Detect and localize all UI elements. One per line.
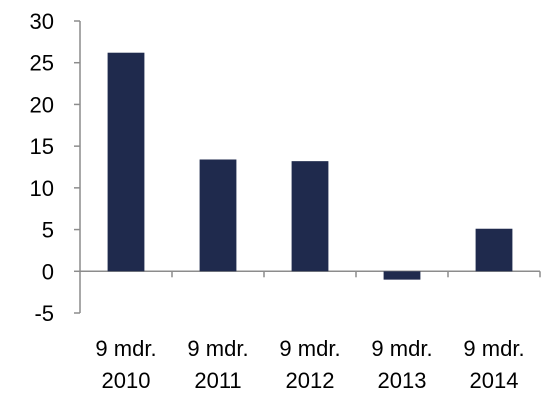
- y-tick-label: 5: [42, 218, 54, 243]
- bar: [107, 52, 145, 272]
- x-category-label-line: 9 mdr.: [187, 336, 248, 361]
- x-category-label: 9 mdr. 2013: [371, 336, 432, 393]
- category-labels: 9 mdr. 2010 9 mdr. 2011 9 mdr. 2012 9 mdr. 2013…: [95, 336, 524, 393]
- bar: [291, 161, 329, 272]
- y-tick-label: -5: [34, 301, 54, 326]
- x-category-label-line: 2012: [286, 368, 335, 393]
- y-axis: -5 0 5 10 15 20 25 30: [30, 9, 81, 326]
- x-category-label-line: 2010: [102, 368, 151, 393]
- y-tick-label: 25: [30, 51, 54, 76]
- x-category-label-line: 9 mdr.: [279, 336, 340, 361]
- x-category-label-line: 2011: [194, 368, 241, 393]
- x-category-label-line: 9 mdr.: [463, 336, 524, 361]
- x-axis: [80, 270, 541, 278]
- bar: [383, 271, 421, 280]
- bar: [199, 159, 237, 272]
- y-tick-label: 20: [30, 92, 54, 117]
- x-category-label-line: 9 mdr.: [95, 336, 156, 361]
- y-tick-label: 10: [30, 176, 54, 201]
- x-category-label-line: 2013: [378, 368, 427, 393]
- x-category-label: 9 mdr. 2011: [187, 336, 248, 393]
- y-tick-label: 30: [30, 9, 54, 34]
- x-category-label: 9 mdr. 2012: [279, 336, 340, 393]
- y-tick-label: 0: [42, 259, 54, 284]
- x-category-label-line: 2014: [470, 368, 519, 393]
- bar: [475, 228, 513, 272]
- x-category-label: 9 mdr. 2014: [463, 336, 524, 393]
- x-category-label-line: 9 mdr.: [371, 336, 432, 361]
- x-category-label: 9 mdr. 2010: [95, 336, 156, 393]
- y-tick-label: 15: [30, 134, 54, 159]
- bars: [107, 52, 513, 280]
